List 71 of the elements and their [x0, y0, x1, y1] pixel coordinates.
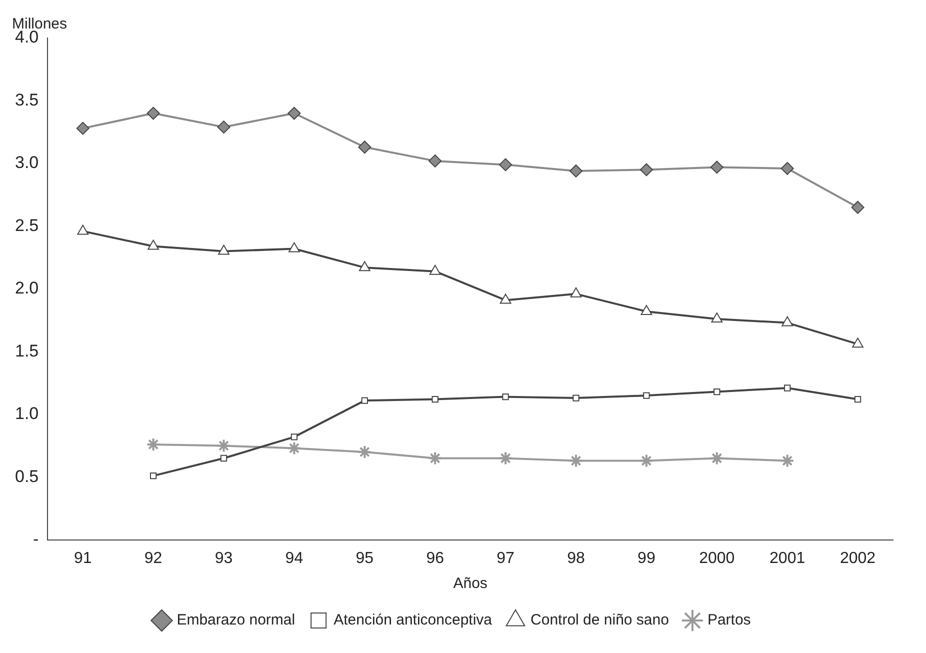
x-tick-label: 2002 [840, 550, 876, 567]
point [358, 444, 372, 459]
point [572, 394, 580, 402]
x-tick-label: 2000 [699, 550, 735, 567]
point [217, 120, 230, 134]
point [432, 396, 438, 403]
point [640, 163, 653, 176]
x-tick-label: 91 [74, 550, 92, 567]
point [854, 396, 862, 403]
point [714, 388, 720, 396]
point [428, 451, 442, 466]
legend-label: Partos [707, 612, 751, 629]
point [640, 304, 652, 315]
point [570, 287, 582, 298]
legend-label: Control de niño sano [530, 612, 669, 629]
point [146, 106, 160, 120]
point [150, 472, 157, 480]
y-tick-label: 4.0 [14, 28, 39, 47]
point [146, 437, 160, 452]
point [220, 454, 228, 462]
y-tick-label: 2.0 [14, 278, 39, 298]
y-tick-label: 3.5 [14, 90, 39, 110]
y-tick-label: - [32, 529, 39, 548]
point [218, 244, 230, 255]
x-tick-label: 99 [638, 550, 656, 567]
point [643, 392, 650, 399]
point [710, 160, 724, 174]
point [288, 106, 301, 120]
point [710, 451, 724, 466]
point [148, 240, 159, 250]
x-tick-label: 94 [285, 550, 304, 567]
y-tick-label: 1.5 [14, 341, 39, 360]
point [784, 384, 791, 392]
point [498, 451, 513, 466]
x-tick-label: 2001 [770, 550, 806, 567]
y-tick-label: 0.5 [14, 466, 39, 486]
point [569, 164, 582, 178]
legend-label: Atención anticonceptiva [334, 612, 493, 629]
point [780, 454, 794, 468]
point [429, 264, 441, 275]
y-tick-label: 2.5 [14, 216, 39, 235]
x-tick-label: 95 [356, 550, 374, 567]
point [428, 154, 442, 168]
legend-label: Embarazo normal [176, 612, 296, 629]
point [852, 338, 864, 348]
point [711, 312, 723, 323]
x-tick-label: 97 [496, 550, 515, 567]
x-axis-title: Años [453, 575, 488, 592]
point [361, 397, 368, 404]
point [639, 454, 654, 468]
point [782, 316, 794, 326]
point [76, 122, 90, 135]
x-tick-label: 96 [426, 550, 444, 567]
x-tick-label: 93 [214, 550, 233, 567]
x-tick-label: 98 [567, 550, 585, 567]
point [287, 441, 302, 456]
point [77, 224, 89, 235]
point [216, 438, 231, 453]
point [499, 158, 512, 172]
point [568, 454, 583, 468]
y-tick-label: 3.0 [14, 153, 39, 172]
point [288, 242, 300, 252]
point [358, 261, 370, 272]
point [780, 162, 794, 175]
point [290, 434, 298, 440]
point [500, 294, 512, 304]
y-tick-label: 1.0 [14, 404, 39, 424]
point [851, 200, 864, 214]
x-tick-label: 92 [144, 550, 162, 567]
point [358, 140, 372, 154]
point [502, 393, 509, 400]
